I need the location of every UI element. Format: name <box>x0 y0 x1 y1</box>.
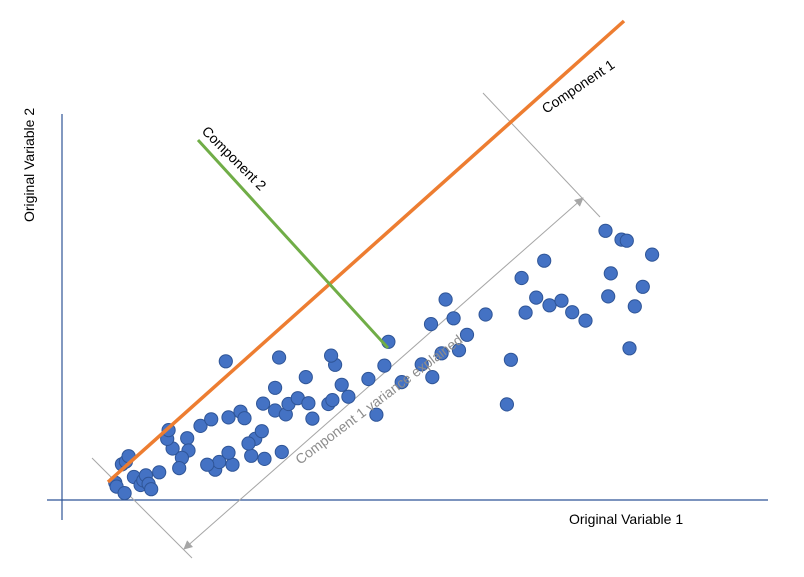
data-point <box>554 293 569 308</box>
data-point <box>598 223 613 238</box>
data-point <box>434 346 449 361</box>
extension-line-top <box>482 92 601 218</box>
data-point <box>503 352 518 367</box>
variance-label: Component 1 variance explained <box>292 331 465 467</box>
data-point <box>537 253 552 268</box>
data-point <box>514 270 529 286</box>
x-axis-label: Original Variable 1 <box>569 511 683 527</box>
data-point <box>578 313 593 328</box>
component2-label: Component 2 <box>199 123 270 194</box>
data-point <box>361 371 376 387</box>
data-point <box>565 305 580 320</box>
data-point <box>237 411 252 426</box>
data-point <box>152 465 167 480</box>
component-lines <box>106 19 626 484</box>
data-point <box>256 396 271 411</box>
data-point <box>542 298 557 313</box>
data-point <box>635 279 650 294</box>
data-point <box>341 389 356 404</box>
data-point <box>438 292 453 307</box>
data-point <box>518 305 533 320</box>
data-point <box>394 375 409 390</box>
data-point <box>204 412 219 427</box>
data-point <box>334 377 349 392</box>
axes <box>47 114 768 520</box>
data-point <box>324 348 339 363</box>
data-point <box>622 341 637 356</box>
variance-dimension <box>91 92 601 559</box>
data-point <box>645 247 660 262</box>
data-point <box>601 289 616 304</box>
data-point <box>459 327 475 342</box>
data-point <box>619 233 634 248</box>
component1-line <box>106 19 626 484</box>
y-axis-label: Original Variable 2 <box>21 108 37 222</box>
data-point <box>305 411 320 426</box>
data-point <box>369 407 384 422</box>
data-point <box>627 299 642 314</box>
component2-line <box>196 138 390 350</box>
data-point <box>244 448 259 463</box>
data-point <box>193 418 208 433</box>
data-point <box>423 317 439 332</box>
data-point <box>117 486 132 501</box>
data-point <box>180 431 195 446</box>
data-point <box>499 397 514 412</box>
data-point <box>218 354 233 369</box>
data-point <box>325 393 340 408</box>
data-point <box>225 457 240 472</box>
data-points <box>108 223 660 501</box>
data-point <box>425 370 440 385</box>
data-point <box>414 357 429 372</box>
data-point <box>478 307 493 322</box>
data-point <box>377 358 392 373</box>
data-point <box>254 424 269 439</box>
data-point <box>603 266 618 281</box>
data-point <box>268 380 283 395</box>
data-point <box>298 370 313 385</box>
data-point <box>446 311 461 326</box>
data-point <box>529 290 544 305</box>
data-point <box>241 436 256 451</box>
data-point <box>200 457 215 472</box>
data-point <box>301 396 316 411</box>
data-point <box>221 410 236 425</box>
data-point <box>172 461 187 476</box>
data-point <box>451 343 467 358</box>
data-point <box>272 350 287 365</box>
data-point <box>274 444 289 460</box>
variance-arrow <box>183 197 584 550</box>
extension-line-bottom <box>91 457 193 559</box>
data-point <box>144 482 159 497</box>
data-point <box>257 451 272 466</box>
data-point <box>221 445 236 460</box>
